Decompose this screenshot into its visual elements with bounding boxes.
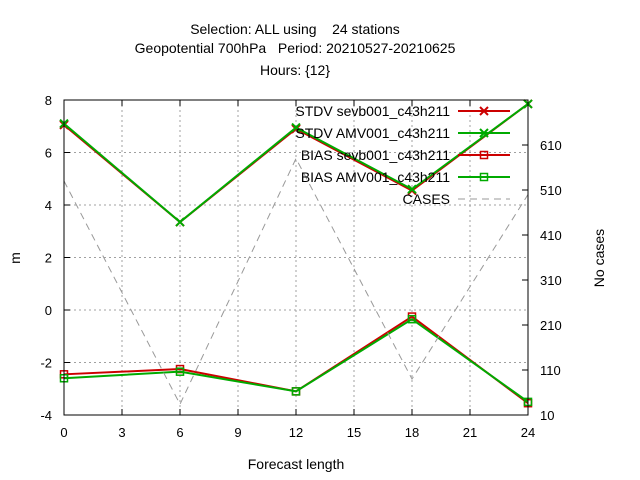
legend-item-bias-amv001-c43h211: BIAS AMV001_c43h211 (301, 169, 510, 185)
y2-tick-label: 610 (540, 138, 562, 153)
data-point (175, 217, 185, 227)
data-point (291, 387, 301, 396)
legend-item-cases: CASES (403, 191, 510, 207)
x-tick-label: 18 (405, 425, 419, 440)
y2-tick-label: 310 (540, 273, 562, 288)
legend-label: STDV sevb001_c43h211 (295, 103, 450, 119)
y2-axis-label: No cases (591, 229, 607, 287)
y-axis-label: m (7, 252, 23, 264)
y-tick-label: -4 (40, 408, 52, 423)
grid (64, 100, 528, 415)
y2-tick-label: 410 (540, 228, 562, 243)
legend-item-stdv-amv001-c43h211: STDV AMV001_c43h211 (295, 125, 510, 141)
series-stdv-amv001-c43h211 (59, 99, 533, 227)
legend-swatch-marker (479, 150, 489, 160)
y-tick-label: -2 (40, 356, 52, 371)
y2-tick-label: 210 (540, 318, 562, 333)
legend-label: BIAS AMV001_c43h211 (301, 169, 450, 185)
series-cases (63, 157, 529, 406)
series-line (63, 317, 529, 403)
data-point (407, 314, 417, 324)
x-tick-label: 12 (289, 425, 303, 440)
ticks: 0 3 6 9 12 15 18 21 24-4-20246810110210310410510… (40, 93, 561, 440)
x-tick-label: 15 (347, 425, 361, 440)
legend: STDV sevb001_c43h211 STDV AMV001_c43h211 B… (295, 103, 510, 207)
legend-swatch-marker (479, 172, 489, 182)
chart-title-line-1: Selection: ALL using 24 stations (190, 21, 400, 37)
series-line (63, 157, 529, 406)
y2-tick-label: 510 (540, 183, 562, 198)
y-tick-label: 4 (45, 198, 52, 213)
x-tick-label: 9 (234, 425, 241, 440)
legend-item-bias-sevb001-c43h211: BIAS sevb001_c43h211 (301, 147, 510, 163)
y-tick-label: 0 (45, 303, 52, 318)
x-axis-label: Forecast length (248, 456, 345, 472)
legend-item-stdv-sevb001-c43h211: STDV sevb001_c43h211 (295, 103, 510, 119)
y-tick-label: 8 (45, 93, 52, 108)
legend-swatch-marker (479, 106, 489, 116)
legend-label: BIAS sevb001_c43h211 (301, 147, 450, 163)
y2-tick-label: 110 (540, 363, 561, 378)
x-tick-label: 21 (463, 425, 477, 440)
x-tick-label: 6 (176, 425, 183, 440)
legend-swatch-marker (479, 128, 489, 138)
series-layer (59, 99, 533, 408)
data-point (291, 122, 301, 133)
legend-label: CASES (403, 191, 450, 207)
legend-label: STDV AMV001_c43h211 (295, 125, 450, 141)
data-point (175, 367, 185, 376)
y-tick-label: 2 (45, 251, 52, 266)
x-tick-label: 0 (60, 425, 67, 440)
x-tick-label: 3 (118, 425, 125, 440)
data-point (407, 184, 417, 194)
y2-tick-label: 10 (540, 408, 554, 423)
x-tick-label: 24 (521, 425, 535, 440)
y-tick-label: 6 (45, 146, 52, 161)
chart-title-line-3: Hours: {12} (260, 62, 330, 78)
chart-title-line-2: Geopotential 700hPa Period: 20210527-202… (135, 40, 456, 56)
